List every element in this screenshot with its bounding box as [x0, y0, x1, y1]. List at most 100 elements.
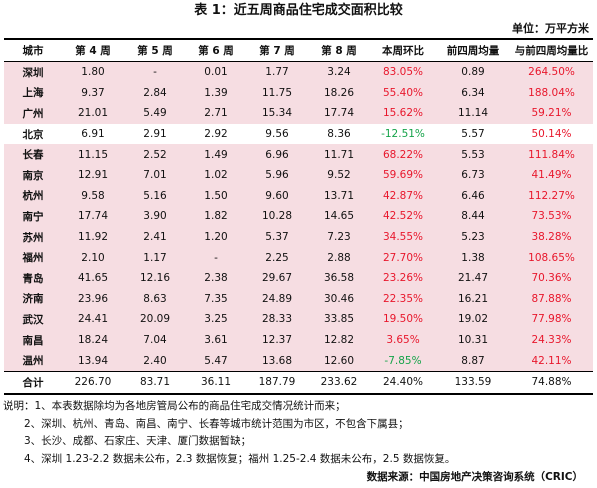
- header-week-4: 第 4 周: [62, 38, 124, 62]
- cell-wow-change: 27.70%: [370, 247, 436, 268]
- cell-four-week-avg: 5.23: [436, 226, 510, 248]
- cell-week-8: 2.88: [308, 247, 370, 268]
- cell-four-week-avg: 6.73: [436, 164, 510, 186]
- cell-week-4: 6.91: [81, 128, 105, 141]
- cell-week-7: 9.60: [246, 185, 308, 207]
- total-row: 合计 226.70 83.71 36.11 187.79 233.62 24.40% 133.…: [4, 370, 593, 395]
- cell-week-4: 23.96: [62, 288, 124, 310]
- cell-week-6: 2.92: [204, 128, 228, 141]
- cell-wow-change: 42.87%: [370, 185, 436, 207]
- cell-wow-change: 22.35%: [370, 288, 436, 310]
- table-title: 表 1：近五周商品住宅成交面积比较: [194, 3, 403, 18]
- cell-week-6: 3.61: [186, 329, 246, 351]
- cell-week-5: 2.40: [124, 350, 186, 372]
- cell-city: 青岛: [4, 267, 62, 289]
- note-3: 3、长沙、成都、石家庄、天津、厦门数据暂缺；: [24, 435, 252, 447]
- table-row: 南京 12.91 7.01 1.02 5.96 9.52 59.69% 6.73 41.49%: [4, 164, 593, 186]
- cell-week-5: -: [124, 61, 186, 83]
- cell-week-8: 3.24: [308, 61, 370, 83]
- cell-four-week-avg: 11.14: [436, 103, 510, 124]
- cell-week-5: 2.84: [124, 82, 186, 104]
- cell-week-5: 1.17: [124, 247, 186, 268]
- cell-week-7: 29.67: [246, 267, 308, 289]
- cell-four-week-avg: 19.02: [436, 309, 510, 330]
- cell-wow-change: 55.40%: [370, 82, 436, 104]
- cell-week-8: 14.65: [308, 206, 370, 227]
- cell-city: 南京: [4, 164, 62, 186]
- header-row: 城市 第 4 周 第 5 周 第 6 周 第 7 周 第 8 周 本周环比 前四…: [4, 38, 593, 62]
- cell-vs-avg: 24.33%: [510, 329, 593, 351]
- cell-week-7: 1.77: [246, 61, 308, 83]
- cell-week-5: 2.41: [124, 226, 186, 248]
- cell-week-4: 9.58: [62, 185, 124, 207]
- cell-wow-change: 42.52%: [370, 206, 436, 227]
- cell-wow-change: 15.62%: [370, 103, 436, 124]
- table-row: 青岛 41.65 12.16 2.38 29.67 36.58 23.26% 21.47 70.…: [4, 267, 593, 289]
- table-row: 济南 23.96 8.63 7.35 24.89 30.46 22.35% 16.21 87.8…: [4, 288, 593, 310]
- cell-week-5: 7.04: [124, 329, 186, 351]
- cell-week-4: 11.92: [62, 226, 124, 248]
- table-row: 深圳 1.80-0.01 1.77 3.24 83.05% 0.89 264.50%: [4, 61, 593, 83]
- cell-four-week-avg: 21.47: [436, 267, 510, 289]
- cell-week-6: 1.49: [186, 144, 246, 165]
- cell-four-week-avg: 16.21: [436, 288, 510, 310]
- cell-week-5: 12.16: [124, 267, 186, 289]
- header-week-7: 第 7 周: [246, 38, 308, 62]
- cell-week-8: 17.74: [308, 103, 370, 124]
- cell-week-5: 8.63: [124, 288, 186, 310]
- table-row: 南宁 17.74 3.90 1.82 10.28 14.65 42.52% 8.44 73.53…: [4, 206, 593, 227]
- cell-four-week-avg: 5.57: [461, 128, 485, 141]
- total-week-8: 233.62: [308, 370, 370, 395]
- note-2: 2、深圳、杭州、青岛、南昌、南宁、长春等城市统计范围为市区，不包含下属县；: [24, 417, 409, 430]
- cell-wow-change: -12.51%: [381, 128, 425, 141]
- table-row: 福州 2.10 1.17-2.25 2.88 27.70% 1.38 108.65%: [4, 247, 593, 268]
- cell-week-5: 2.91: [143, 128, 167, 141]
- table-row: 上海 9.37 2.84 1.39 11.75 18.26 55.40% 6.34 188.04…: [4, 82, 593, 104]
- cell-week-6: 7.35: [186, 288, 246, 310]
- cell-week-4: 17.74: [62, 206, 124, 227]
- table-row: 武汉 24.41 20.09 3.25 28.33 33.85 19.50% 19.02 77.…: [4, 309, 593, 330]
- cell-wow-change: 68.22%: [370, 144, 436, 165]
- cell-week-6: 1.82: [186, 206, 246, 227]
- table-row: 温州 13.94 2.40 5.47 13.68 12.60 -7.85% 8.87 42.11…: [4, 350, 593, 372]
- cell-week-8: 9.52: [308, 164, 370, 186]
- table-row: 北京 6.91 2.91 2.92 9.56 8.36 -12.51% 5.57 50.14%: [4, 124, 593, 145]
- total-week-6: 36.11: [186, 370, 246, 395]
- cell-week-7: 24.89: [246, 288, 308, 310]
- cell-wow-change: -7.85%: [370, 350, 436, 372]
- cell-week-8: 36.58: [308, 267, 370, 289]
- cell-week-5: 7.01: [124, 164, 186, 186]
- cell-week-7: 15.34: [246, 103, 308, 124]
- cell-city: 南昌: [4, 329, 62, 351]
- cell-week-5: 5.49: [124, 103, 186, 124]
- cell-week-4: 21.01: [62, 103, 124, 124]
- cell-city: 福州: [4, 247, 62, 268]
- cell-city: 长春: [4, 144, 62, 165]
- cell-week-4: 11.15: [62, 144, 124, 165]
- cell-week-4: 12.91: [62, 164, 124, 186]
- data-table: 城市 第 4 周 第 5 周 第 6 周 第 7 周 第 8 周 本周环比 前四…: [4, 38, 593, 395]
- cell-vs-avg: 112.27%: [510, 185, 593, 207]
- table-row: 南昌 18.24 7.04 3.61 12.37 12.82 3.65% 10.31 24.33…: [4, 329, 593, 351]
- cell-week-8: 13.71: [308, 185, 370, 207]
- cell-week-6: 1.39: [186, 82, 246, 104]
- cell-wow-change: 3.65%: [370, 329, 436, 351]
- cell-week-6: 0.01: [186, 61, 246, 83]
- cell-week-8: 30.46: [308, 288, 370, 310]
- cell-week-6: 2.71: [186, 103, 246, 124]
- table-body: 深圳 1.80-0.01 1.77 3.24 83.05% 0.89 264.50% 上海 9.…: [4, 61, 593, 395]
- cell-wow-change: 59.69%: [370, 164, 436, 186]
- cell-week-8: 33.85: [308, 309, 370, 330]
- cell-week-7: 11.75: [246, 82, 308, 104]
- cell-week-6: -: [186, 247, 246, 268]
- cell-city: 武汉: [4, 309, 62, 330]
- cell-week-8: 7.23: [308, 226, 370, 248]
- cell-week-7: 9.56: [265, 128, 289, 141]
- cell-city: 杭州: [4, 185, 62, 207]
- total-wow-change: 24.40%: [370, 370, 436, 395]
- total-four-week-avg: 133.59: [436, 370, 510, 395]
- total-vs-avg: 74.88%: [510, 370, 593, 395]
- cell-week-5: 2.52: [124, 144, 186, 165]
- cell-week-7: 2.25: [246, 247, 308, 268]
- cell-city: 广州: [4, 103, 62, 124]
